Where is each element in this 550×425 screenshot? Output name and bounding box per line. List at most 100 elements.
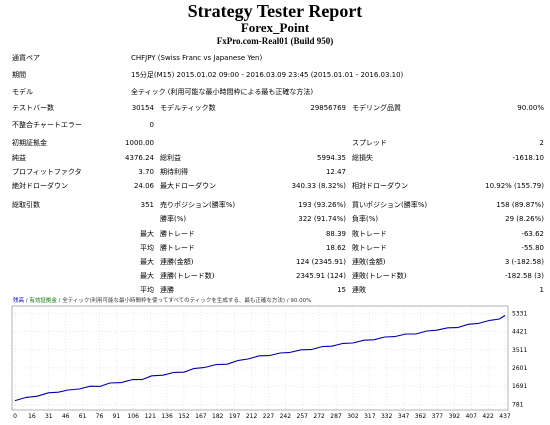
spread-value: 2 bbox=[539, 139, 544, 147]
balance-line bbox=[14, 314, 506, 402]
average-label: 平均 bbox=[140, 244, 154, 252]
expert-name: Forex_Point bbox=[240, 20, 310, 35]
x-tick-label: 272 bbox=[313, 413, 325, 420]
ticks-value: 29856769 bbox=[310, 104, 346, 112]
period-value: 15分足(M15) 2015.01.02 09:00 - 2016.03.09 … bbox=[131, 71, 404, 79]
x-tick-label: 121 bbox=[144, 413, 156, 420]
legend-text: / 全ティック(利用可能な最小時間枠を使ってすべてのティックを生成する、最も正確… bbox=[56, 298, 312, 304]
net-profit-label: 純益 bbox=[12, 154, 26, 162]
x-tick-label: 212 bbox=[246, 413, 258, 420]
long-positions-label: 買いポジション(勝率%) bbox=[352, 201, 428, 209]
avg-cons-losses-value: 1 bbox=[539, 286, 544, 294]
maximal-label: 最大 bbox=[140, 272, 154, 280]
cons-loss-label: 連敗(トレード数) bbox=[352, 272, 407, 280]
bars-value: 30154 bbox=[131, 104, 154, 112]
largest-loss-value: -63.62 bbox=[521, 230, 544, 238]
rel-drawdown-label: 相対ドローダウン bbox=[352, 182, 408, 190]
profit-factor-label: プロフィットファクタ bbox=[12, 168, 82, 176]
x-tick-label: 377 bbox=[432, 413, 444, 420]
x-tick-label: 332 bbox=[381, 413, 393, 420]
period-label: 期間 bbox=[12, 71, 26, 79]
x-tick-label: 152 bbox=[178, 413, 190, 420]
profit-factor-value: 3.70 bbox=[138, 168, 154, 176]
x-tick-label: 362 bbox=[415, 413, 427, 420]
y-tick-label: 781 bbox=[512, 401, 524, 408]
total-trades-value: 351 bbox=[140, 201, 154, 209]
loss-trades-value: 29 (8.26%) bbox=[505, 215, 544, 223]
largest-win-value: 88.39 bbox=[325, 230, 346, 238]
y-tick-label: 1691 bbox=[512, 383, 527, 390]
profit-trades-value: 322 (91.74%) bbox=[298, 215, 346, 223]
x-tick-label: 347 bbox=[398, 413, 410, 420]
x-tick-label: 422 bbox=[482, 413, 494, 420]
x-tick-label: 76 bbox=[96, 413, 104, 420]
abs-drawdown-label: 絶対ドローダウン bbox=[12, 182, 68, 190]
quality-value: 90.00% bbox=[517, 104, 544, 112]
x-tick-label: 167 bbox=[195, 413, 207, 420]
avg-loss-value: -55.80 bbox=[521, 244, 544, 252]
avg-cons-losses-label: 連敗 bbox=[352, 286, 366, 294]
cons-losses-value: 3 (-182.58) bbox=[504, 258, 544, 266]
cons-wins-value: 124 (2345.91) bbox=[296, 258, 346, 266]
gross-profit-label: 総利益 bbox=[160, 154, 181, 162]
net-profit-value: 4376.24 bbox=[125, 154, 154, 162]
model-label: モデル bbox=[12, 88, 33, 96]
x-tick-label: 392 bbox=[449, 413, 461, 420]
cons-loss-value: -182.58 (3) bbox=[504, 272, 544, 280]
largest-win-label: 勝トレード bbox=[160, 230, 195, 238]
legend-equity: 有効証拠金 bbox=[29, 298, 57, 304]
mismatch-value: 0 bbox=[149, 121, 154, 129]
x-tick-label: 31 bbox=[45, 413, 53, 420]
deposit-value: 1000.00 bbox=[125, 139, 154, 147]
expected-payoff-value: 12.47 bbox=[325, 168, 346, 176]
x-tick-label: 46 bbox=[62, 413, 70, 420]
x-tick-label: 407 bbox=[465, 413, 477, 420]
mismatch-label: 不整合チャートエラー bbox=[12, 121, 82, 129]
avg-win-value: 18.62 bbox=[325, 244, 346, 252]
cons-losses-label: 連敗(金額) bbox=[352, 258, 386, 266]
x-tick-label: 242 bbox=[280, 413, 292, 420]
avg-win-label: 勝トレード bbox=[160, 244, 195, 252]
spread-label: スプレッド bbox=[352, 139, 387, 147]
x-tick-label: 136 bbox=[161, 413, 173, 420]
avg-cons-wins-label: 連勝 bbox=[160, 286, 174, 294]
x-tick-label: 106 bbox=[128, 413, 140, 420]
report-title: Strategy Tester Report bbox=[187, 1, 363, 21]
avg-consecutive-label: 平均 bbox=[140, 286, 154, 294]
long-positions-value: 158 (89.87%) bbox=[496, 201, 544, 209]
y-tick-label: 2601 bbox=[512, 365, 527, 372]
symbol-value: CHFJPY (Swiss Franc vs Japanese Yen) bbox=[131, 54, 263, 62]
deposit-label: 初期証拠金 bbox=[12, 139, 47, 147]
largest-loss-label: 敗トレード bbox=[352, 230, 387, 238]
x-tick-label: 182 bbox=[212, 413, 224, 420]
server-build: FxPro.com-Real01 (Build 950) bbox=[216, 36, 334, 46]
ticks-label: モデルティック数 bbox=[160, 104, 216, 112]
total-trades-label: 総取引数 bbox=[12, 201, 40, 209]
gross-loss-value: -1618.10 bbox=[512, 154, 544, 162]
short-positions-label: 売りポジション(勝率%) bbox=[160, 201, 236, 209]
x-tick-label: 227 bbox=[263, 413, 275, 420]
x-tick-label: 302 bbox=[347, 413, 359, 420]
abs-drawdown-value: 24.06 bbox=[133, 182, 154, 190]
short-positions-value: 193 (93.26%) bbox=[298, 201, 346, 209]
y-tick-label: 3511 bbox=[512, 347, 527, 354]
loss-trades-label: 負率(%) bbox=[352, 215, 379, 223]
gross-loss-label: 総損失 bbox=[352, 154, 373, 162]
x-tick-label: 91 bbox=[113, 413, 121, 420]
cons-profit-label: 連勝(トレード数) bbox=[160, 272, 215, 280]
y-tick-label: 5331 bbox=[512, 310, 527, 317]
x-tick-label: 197 bbox=[229, 413, 241, 420]
x-tick-label: 16 bbox=[28, 413, 36, 420]
profit-trades-label: 勝率(%) bbox=[160, 215, 187, 223]
rel-drawdown-value: 10.92% (155.79) bbox=[485, 182, 544, 190]
avg-cons-wins-value: 15 bbox=[337, 286, 346, 294]
legend-balance: 残高 bbox=[13, 298, 25, 304]
x-tick-label: 257 bbox=[297, 413, 309, 420]
x-tick-label: 0 bbox=[13, 413, 17, 420]
chart-legend: 残高 / 有効証拠金 / 全ティック(利用可能な最小時間枠を使ってすべてのティッ… bbox=[13, 298, 312, 304]
cons-wins-label: 連勝(金額) bbox=[160, 258, 194, 266]
avg-loss-label: 敗トレード bbox=[352, 244, 387, 252]
x-tick-label: 437 bbox=[499, 413, 511, 420]
max-drawdown-value: 340.33 (8.32%) bbox=[291, 182, 346, 190]
plot-area bbox=[11, 305, 509, 411]
